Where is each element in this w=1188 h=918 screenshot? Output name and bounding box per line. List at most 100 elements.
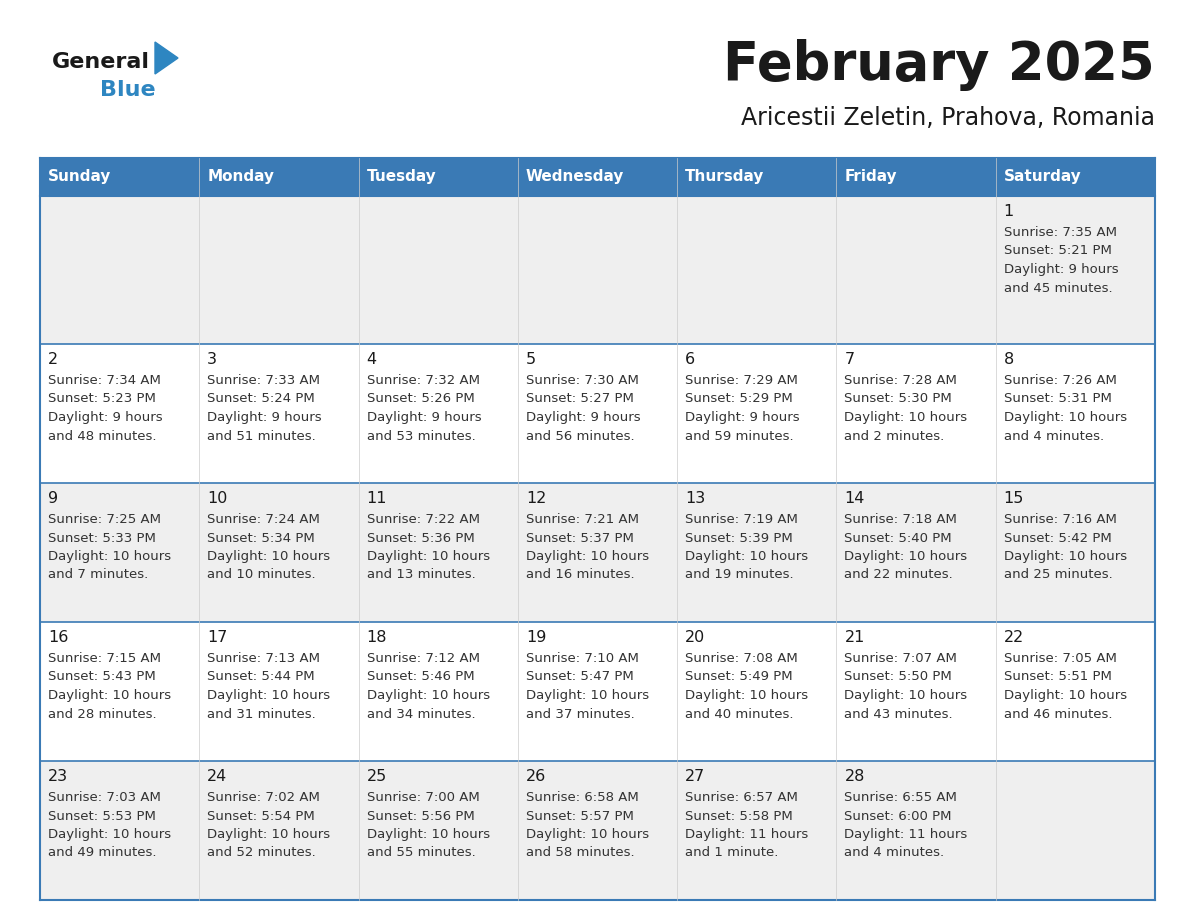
Text: 14: 14 xyxy=(845,491,865,506)
Bar xyxy=(200,158,359,196)
Bar xyxy=(518,761,677,900)
Text: 7: 7 xyxy=(845,352,854,367)
Text: 12: 12 xyxy=(526,491,546,506)
Text: Sunrise: 7:00 AM
Sunset: 5:56 PM
Daylight: 10 hours
and 55 minutes.: Sunrise: 7:00 AM Sunset: 5:56 PM Dayligh… xyxy=(367,791,489,859)
Bar xyxy=(677,761,836,900)
Bar xyxy=(996,158,1155,196)
Text: February 2025: February 2025 xyxy=(723,39,1155,91)
Bar xyxy=(200,196,359,344)
Text: 16: 16 xyxy=(48,630,69,645)
Text: Sunrise: 6:58 AM
Sunset: 5:57 PM
Daylight: 10 hours
and 58 minutes.: Sunrise: 6:58 AM Sunset: 5:57 PM Dayligh… xyxy=(526,791,649,859)
Bar xyxy=(836,158,996,196)
Bar xyxy=(677,622,836,761)
Text: 11: 11 xyxy=(367,491,387,506)
Text: Sunrise: 7:22 AM
Sunset: 5:36 PM
Daylight: 10 hours
and 13 minutes.: Sunrise: 7:22 AM Sunset: 5:36 PM Dayligh… xyxy=(367,513,489,581)
Text: Sunrise: 7:34 AM
Sunset: 5:23 PM
Daylight: 9 hours
and 48 minutes.: Sunrise: 7:34 AM Sunset: 5:23 PM Dayligh… xyxy=(48,374,163,442)
Text: Sunrise: 7:05 AM
Sunset: 5:51 PM
Daylight: 10 hours
and 46 minutes.: Sunrise: 7:05 AM Sunset: 5:51 PM Dayligh… xyxy=(1004,652,1127,721)
Text: Aricestii Zeletin, Prahova, Romania: Aricestii Zeletin, Prahova, Romania xyxy=(741,106,1155,130)
Text: 9: 9 xyxy=(48,491,58,506)
Bar xyxy=(200,344,359,483)
Bar xyxy=(996,196,1155,344)
Bar xyxy=(359,483,518,622)
Bar xyxy=(518,158,677,196)
Text: Saturday: Saturday xyxy=(1004,170,1081,185)
Text: 26: 26 xyxy=(526,769,546,784)
Bar xyxy=(359,761,518,900)
Text: Friday: Friday xyxy=(845,170,897,185)
Bar xyxy=(200,761,359,900)
Text: Sunrise: 7:33 AM
Sunset: 5:24 PM
Daylight: 9 hours
and 51 minutes.: Sunrise: 7:33 AM Sunset: 5:24 PM Dayligh… xyxy=(207,374,322,442)
Text: 21: 21 xyxy=(845,630,865,645)
Text: 18: 18 xyxy=(367,630,387,645)
Text: General: General xyxy=(52,52,150,72)
Text: 23: 23 xyxy=(48,769,68,784)
Bar xyxy=(836,761,996,900)
Bar xyxy=(996,344,1155,483)
Text: Sunday: Sunday xyxy=(48,170,112,185)
Text: Tuesday: Tuesday xyxy=(367,170,436,185)
Text: 2: 2 xyxy=(48,352,58,367)
Bar xyxy=(996,761,1155,900)
Text: Sunrise: 6:55 AM
Sunset: 6:00 PM
Daylight: 11 hours
and 4 minutes.: Sunrise: 6:55 AM Sunset: 6:00 PM Dayligh… xyxy=(845,791,968,859)
Text: Sunrise: 7:12 AM
Sunset: 5:46 PM
Daylight: 10 hours
and 34 minutes.: Sunrise: 7:12 AM Sunset: 5:46 PM Dayligh… xyxy=(367,652,489,721)
Text: Sunrise: 7:10 AM
Sunset: 5:47 PM
Daylight: 10 hours
and 37 minutes.: Sunrise: 7:10 AM Sunset: 5:47 PM Dayligh… xyxy=(526,652,649,721)
Bar xyxy=(40,158,200,196)
Text: 28: 28 xyxy=(845,769,865,784)
Bar xyxy=(359,622,518,761)
Bar xyxy=(359,344,518,483)
Polygon shape xyxy=(154,42,178,74)
Bar xyxy=(836,483,996,622)
Text: 24: 24 xyxy=(207,769,228,784)
Bar xyxy=(518,622,677,761)
Text: 20: 20 xyxy=(685,630,706,645)
Text: 5: 5 xyxy=(526,352,536,367)
Text: 22: 22 xyxy=(1004,630,1024,645)
Bar xyxy=(996,483,1155,622)
Text: 13: 13 xyxy=(685,491,706,506)
Text: 6: 6 xyxy=(685,352,695,367)
Text: 1: 1 xyxy=(1004,204,1015,219)
Bar xyxy=(40,622,200,761)
Text: Sunrise: 7:30 AM
Sunset: 5:27 PM
Daylight: 9 hours
and 56 minutes.: Sunrise: 7:30 AM Sunset: 5:27 PM Dayligh… xyxy=(526,374,640,442)
Text: Sunrise: 7:35 AM
Sunset: 5:21 PM
Daylight: 9 hours
and 45 minutes.: Sunrise: 7:35 AM Sunset: 5:21 PM Dayligh… xyxy=(1004,226,1118,295)
Text: Sunrise: 7:08 AM
Sunset: 5:49 PM
Daylight: 10 hours
and 40 minutes.: Sunrise: 7:08 AM Sunset: 5:49 PM Dayligh… xyxy=(685,652,808,721)
Text: 3: 3 xyxy=(207,352,217,367)
Text: Sunrise: 7:26 AM
Sunset: 5:31 PM
Daylight: 10 hours
and 4 minutes.: Sunrise: 7:26 AM Sunset: 5:31 PM Dayligh… xyxy=(1004,374,1127,442)
Text: Sunrise: 7:21 AM
Sunset: 5:37 PM
Daylight: 10 hours
and 16 minutes.: Sunrise: 7:21 AM Sunset: 5:37 PM Dayligh… xyxy=(526,513,649,581)
Bar xyxy=(836,344,996,483)
Text: Sunrise: 7:28 AM
Sunset: 5:30 PM
Daylight: 10 hours
and 2 minutes.: Sunrise: 7:28 AM Sunset: 5:30 PM Dayligh… xyxy=(845,374,967,442)
Text: 25: 25 xyxy=(367,769,387,784)
Bar xyxy=(40,761,200,900)
Text: Sunrise: 7:29 AM
Sunset: 5:29 PM
Daylight: 9 hours
and 59 minutes.: Sunrise: 7:29 AM Sunset: 5:29 PM Dayligh… xyxy=(685,374,800,442)
Text: Thursday: Thursday xyxy=(685,170,765,185)
Bar xyxy=(677,158,836,196)
Text: Sunrise: 7:03 AM
Sunset: 5:53 PM
Daylight: 10 hours
and 49 minutes.: Sunrise: 7:03 AM Sunset: 5:53 PM Dayligh… xyxy=(48,791,171,859)
Text: Sunrise: 7:02 AM
Sunset: 5:54 PM
Daylight: 10 hours
and 52 minutes.: Sunrise: 7:02 AM Sunset: 5:54 PM Dayligh… xyxy=(207,791,330,859)
Text: Sunrise: 6:57 AM
Sunset: 5:58 PM
Daylight: 11 hours
and 1 minute.: Sunrise: 6:57 AM Sunset: 5:58 PM Dayligh… xyxy=(685,791,808,859)
Text: Monday: Monday xyxy=(207,170,274,185)
Text: Sunrise: 7:32 AM
Sunset: 5:26 PM
Daylight: 9 hours
and 53 minutes.: Sunrise: 7:32 AM Sunset: 5:26 PM Dayligh… xyxy=(367,374,481,442)
Bar xyxy=(677,196,836,344)
Text: Sunrise: 7:13 AM
Sunset: 5:44 PM
Daylight: 10 hours
and 31 minutes.: Sunrise: 7:13 AM Sunset: 5:44 PM Dayligh… xyxy=(207,652,330,721)
Text: 19: 19 xyxy=(526,630,546,645)
Text: Sunrise: 7:16 AM
Sunset: 5:42 PM
Daylight: 10 hours
and 25 minutes.: Sunrise: 7:16 AM Sunset: 5:42 PM Dayligh… xyxy=(1004,513,1127,581)
Bar xyxy=(836,196,996,344)
Text: Wednesday: Wednesday xyxy=(526,170,624,185)
Text: Sunrise: 7:07 AM
Sunset: 5:50 PM
Daylight: 10 hours
and 43 minutes.: Sunrise: 7:07 AM Sunset: 5:50 PM Dayligh… xyxy=(845,652,967,721)
Bar xyxy=(518,344,677,483)
Bar xyxy=(518,196,677,344)
Text: Sunrise: 7:18 AM
Sunset: 5:40 PM
Daylight: 10 hours
and 22 minutes.: Sunrise: 7:18 AM Sunset: 5:40 PM Dayligh… xyxy=(845,513,967,581)
Bar xyxy=(200,622,359,761)
Bar xyxy=(359,158,518,196)
Bar xyxy=(836,622,996,761)
Bar xyxy=(40,344,200,483)
Text: 15: 15 xyxy=(1004,491,1024,506)
Text: Sunrise: 7:15 AM
Sunset: 5:43 PM
Daylight: 10 hours
and 28 minutes.: Sunrise: 7:15 AM Sunset: 5:43 PM Dayligh… xyxy=(48,652,171,721)
Bar xyxy=(518,483,677,622)
Text: Blue: Blue xyxy=(100,80,156,100)
Bar xyxy=(40,196,200,344)
Text: 10: 10 xyxy=(207,491,228,506)
Bar xyxy=(359,196,518,344)
Text: 8: 8 xyxy=(1004,352,1015,367)
Bar xyxy=(200,483,359,622)
